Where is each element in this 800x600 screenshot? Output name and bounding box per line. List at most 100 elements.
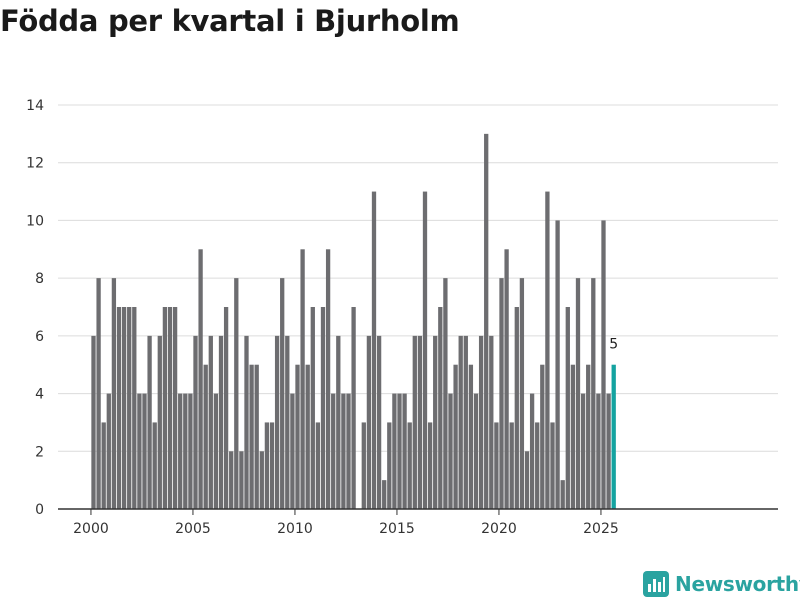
- bar: [565, 307, 570, 509]
- bar: [336, 335, 341, 509]
- bar: [397, 393, 402, 509]
- y-tick-label: 2: [35, 444, 44, 460]
- bar: [463, 335, 468, 509]
- bar: [499, 278, 504, 509]
- bar: [596, 393, 601, 509]
- bar: [198, 249, 203, 510]
- bar: [116, 307, 122, 509]
- y-tick-label: 4: [35, 387, 44, 403]
- bar: [371, 191, 377, 509]
- brand-name: Newsworthy: [675, 572, 800, 596]
- bar: [417, 335, 423, 509]
- bar: [433, 335, 438, 509]
- bar: [458, 335, 463, 509]
- bar: [274, 335, 280, 509]
- bar: [106, 393, 111, 509]
- bar: [331, 393, 336, 509]
- bar: [560, 480, 565, 509]
- bar: [473, 393, 479, 509]
- bar: [101, 422, 106, 509]
- bar: [142, 393, 147, 509]
- bar: [162, 307, 168, 509]
- bar: [550, 422, 555, 509]
- bar: [188, 393, 193, 509]
- bar: [249, 364, 254, 509]
- x-tick-label: 2010: [277, 521, 313, 537]
- bar: [422, 191, 428, 509]
- bar: [606, 393, 611, 509]
- data-label-last: 5: [609, 337, 618, 353]
- bar: [376, 335, 382, 509]
- bar: [427, 422, 433, 509]
- bar: [137, 393, 142, 509]
- bar: [285, 335, 290, 509]
- annotation-layer: 5: [609, 337, 618, 353]
- bar: [310, 307, 315, 509]
- bar: [229, 451, 234, 509]
- bar: [152, 422, 157, 509]
- bar: [468, 364, 474, 509]
- bar: [570, 364, 576, 509]
- bar: [448, 393, 453, 509]
- bar: [402, 393, 407, 509]
- bar: [366, 335, 372, 509]
- y-axis-ticks: 0 2 4 6 8 10 12 14: [26, 98, 44, 518]
- chart-title: Födda per kvartal i Bjurholm: [0, 4, 460, 38]
- bar: [264, 422, 270, 509]
- bar-highlight: [611, 364, 616, 509]
- bar: [601, 220, 606, 509]
- bar: [555, 220, 560, 509]
- brand-logo: Newsworthy: [643, 568, 800, 600]
- bar: [494, 422, 499, 509]
- bar: [591, 278, 596, 509]
- bar: [111, 278, 117, 509]
- bar: [484, 133, 489, 510]
- bar: [157, 335, 162, 509]
- bar: [529, 393, 535, 509]
- bar: [280, 278, 285, 509]
- x-tick-label: 2005: [175, 521, 211, 537]
- bar: [96, 278, 101, 509]
- bar: [545, 191, 550, 509]
- bar: [489, 335, 494, 509]
- newsworthy-logo-icon: [643, 571, 669, 597]
- x-axis-ticks: 2000 2005 2010 2015 2020 2025: [73, 509, 619, 537]
- bar: [315, 422, 321, 509]
- y-tick-label: 0: [35, 502, 44, 518]
- bar: [351, 307, 356, 509]
- x-tick-label: 2000: [73, 521, 109, 537]
- bar: [407, 422, 412, 509]
- bar: [540, 364, 545, 509]
- bar: [586, 364, 591, 509]
- bar: [519, 278, 525, 509]
- bar: [575, 278, 581, 509]
- bar: [178, 393, 183, 509]
- bar: [478, 335, 484, 509]
- bar: [504, 249, 509, 510]
- y-tick-label: 10: [26, 213, 44, 229]
- bar: [392, 393, 397, 509]
- y-tick-label: 8: [35, 271, 44, 287]
- bar: [91, 335, 96, 509]
- bar: [290, 393, 295, 509]
- bar: [127, 307, 132, 509]
- bar: [320, 307, 326, 509]
- bar: [259, 451, 264, 509]
- y-tick-label: 14: [26, 98, 44, 114]
- bar: [453, 364, 458, 509]
- bar: [524, 451, 530, 509]
- bar: [234, 278, 239, 509]
- bar: [193, 335, 198, 509]
- bar: [208, 335, 213, 509]
- bar: [244, 335, 249, 509]
- bar: [382, 480, 387, 509]
- bar: [412, 335, 417, 509]
- y-tick-label: 6: [35, 329, 44, 345]
- x-tick-label: 2020: [481, 521, 517, 537]
- bar: [387, 422, 392, 509]
- bar: [203, 364, 208, 509]
- bar: [300, 249, 305, 510]
- bar: [172, 307, 178, 509]
- bar: [341, 393, 346, 509]
